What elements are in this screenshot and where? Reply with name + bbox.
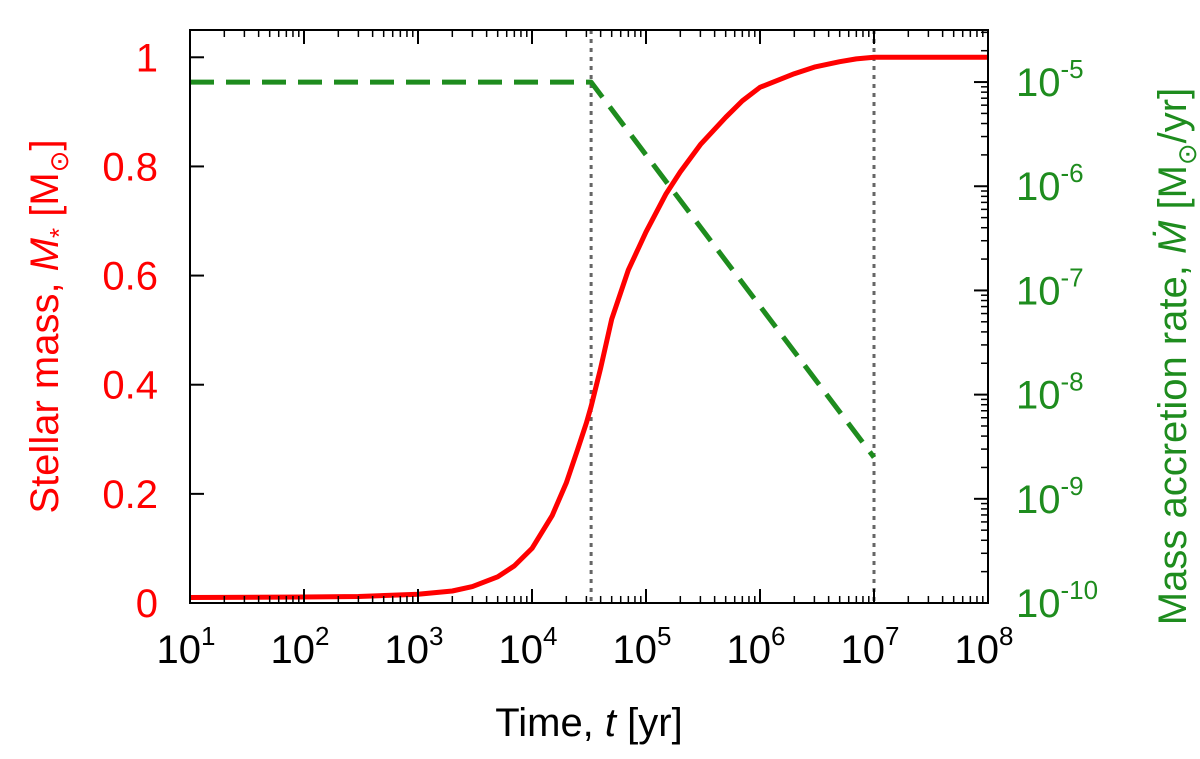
y-right-title-text: Mass accretion rate, xyxy=(1151,254,1195,625)
x-tick-label: 106 xyxy=(727,621,786,672)
y-right-title-variable: Ṁ xyxy=(1151,220,1195,254)
x-tick-label: 107 xyxy=(841,621,900,672)
axis-titles: Time, t [yr]Stellar mass, M* [M⊙]Mass ac… xyxy=(23,88,1200,745)
y-right-title-unit-close: /yr] xyxy=(1151,88,1195,144)
y-right-tick-base: 10 xyxy=(1016,165,1061,209)
x-tick-exponent: 6 xyxy=(771,621,785,651)
x-tick-label: 101 xyxy=(157,621,216,672)
x-tick-base: 10 xyxy=(499,628,544,672)
y-right-tick-exponent: -8 xyxy=(1061,367,1084,397)
x-axis-title-text: Time, xyxy=(495,701,605,745)
y-left-title-unit-open: [M xyxy=(23,172,67,228)
y-right-tick-label: 10-5 xyxy=(1016,54,1084,105)
y-right-tick-label: 10-6 xyxy=(1016,158,1084,209)
plot-content xyxy=(189,30,988,603)
y-right-tick-base: 10 xyxy=(1016,374,1061,418)
plot-frame xyxy=(189,29,989,604)
x-tick-exponent: 7 xyxy=(885,621,899,651)
y-left-tick-label: 0 xyxy=(136,582,158,626)
y-right-tick-label: 10-9 xyxy=(1016,471,1084,522)
x-tick-label: 102 xyxy=(271,621,330,672)
x-axis-title: Time, t [yr] xyxy=(495,701,682,745)
x-tick-exponent: 4 xyxy=(543,621,557,651)
y-left-title-variable: M xyxy=(23,237,67,271)
y-right-tick-base: 10 xyxy=(1016,582,1061,626)
y-right-axis-title: Mass accretion rate, Ṁ [M⊙/yr] xyxy=(1151,88,1200,625)
axis-ticks xyxy=(189,30,989,604)
y-right-tick-base: 10 xyxy=(1016,269,1061,313)
x-tick-exponent: 8 xyxy=(999,621,1013,651)
x-tick-label: 104 xyxy=(499,621,558,672)
y-right-tick-label: 10-8 xyxy=(1016,367,1084,418)
x-tick-base: 10 xyxy=(841,628,886,672)
y-left-tick-label: 0.2 xyxy=(102,473,158,517)
y-left-title-subscript: * xyxy=(44,228,74,238)
y-right-tick-base: 10 xyxy=(1016,61,1061,105)
x-tick-label: 103 xyxy=(385,621,444,672)
y-right-title-sun-symbol: ⊙ xyxy=(1172,143,1200,165)
axis-tick-labels: 101 102 103 104 105 106 107 10800.20.40.60.8110… xyxy=(102,36,1098,672)
x-tick-base: 10 xyxy=(955,628,1000,672)
x-tick-label: 105 xyxy=(613,621,672,672)
y-left-tick-label: 1 xyxy=(136,36,158,80)
y-right-title-unit-open: [M xyxy=(1151,165,1195,221)
y-left-tick-label: 0.4 xyxy=(102,364,158,408)
y-left-title-sun-symbol: ⊙ xyxy=(44,151,74,173)
y-right-tick-exponent: -5 xyxy=(1061,54,1084,84)
y-right-tick-label: 10-7 xyxy=(1016,262,1084,313)
y-left-axis-title: Stellar mass, M* [M⊙] xyxy=(23,139,74,513)
y-left-tick-label: 0.8 xyxy=(102,145,158,189)
y-right-tick-exponent: -7 xyxy=(1061,262,1084,292)
x-tick-base: 10 xyxy=(385,628,430,672)
x-tick-label: 108 xyxy=(955,621,1014,672)
x-axis-title-unit: [yr] xyxy=(616,701,683,745)
stellar-mass-line xyxy=(189,54,988,600)
y-right-tick-label: 10-10 xyxy=(1016,575,1098,626)
y-right-tick-exponent: -10 xyxy=(1061,575,1099,605)
y-right-tick-base: 10 xyxy=(1016,478,1061,522)
x-tick-base: 10 xyxy=(271,628,316,672)
x-tick-exponent: 5 xyxy=(657,621,671,651)
x-tick-base: 10 xyxy=(157,628,202,672)
x-tick-base: 10 xyxy=(613,628,658,672)
accretion-rate-line xyxy=(190,79,876,459)
x-tick-exponent: 2 xyxy=(315,621,329,651)
x-tick-exponent: 3 xyxy=(429,621,443,651)
x-axis-title-variable: t xyxy=(605,701,618,745)
y-left-tick-label: 0.6 xyxy=(102,255,158,299)
x-tick-exponent: 1 xyxy=(201,621,215,651)
y-right-tick-exponent: -9 xyxy=(1061,471,1084,501)
x-tick-base: 10 xyxy=(727,628,772,672)
y-left-title-text: Stellar mass, xyxy=(23,271,67,513)
y-left-title-unit-close: ] xyxy=(23,139,67,150)
y-right-tick-exponent: -6 xyxy=(1061,158,1084,188)
